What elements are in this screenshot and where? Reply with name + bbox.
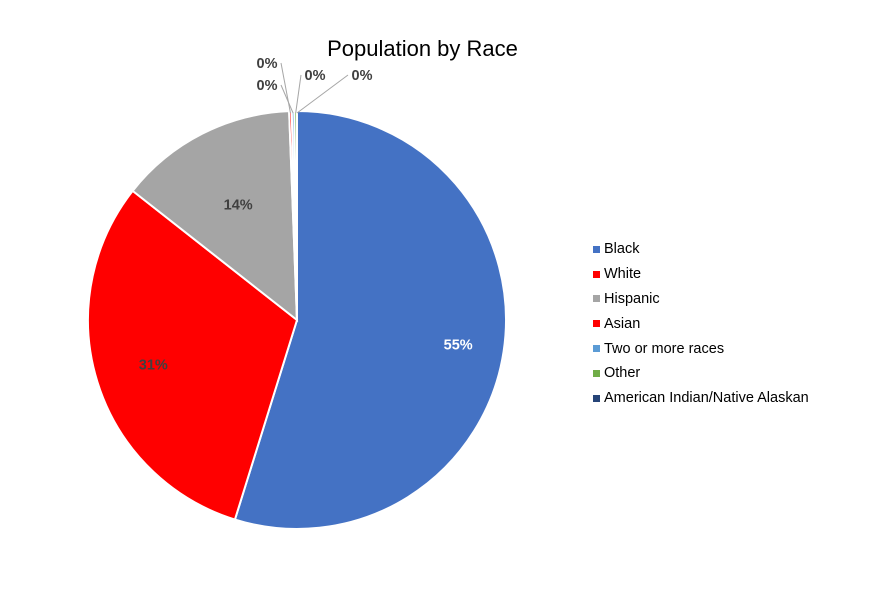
slice-black xyxy=(233,109,507,530)
leader-line-american-indian-native-alaskan xyxy=(296,74,349,114)
legend-swatch xyxy=(593,345,600,353)
legend-item-other: Other xyxy=(593,361,809,386)
legend-item-two-or-more-races: Two or more races xyxy=(593,336,809,361)
legend-swatch xyxy=(593,295,600,303)
legend-label: Asian xyxy=(604,315,641,332)
leader-line-other xyxy=(295,74,302,114)
legend-item-hispanic: Hispanic xyxy=(593,287,809,312)
leader-line-two-or-more-races xyxy=(280,84,294,114)
legend-swatch xyxy=(593,270,600,278)
legend-label: Hispanic xyxy=(604,290,660,307)
legend-item-asian: Asian xyxy=(593,311,809,336)
legend-label: Other xyxy=(604,365,641,382)
data-label-black: 55% xyxy=(444,337,473,353)
data-label-american-indian-native-alaskan: 0% xyxy=(352,68,373,84)
slice-hispanic xyxy=(131,110,299,323)
chart-title: Population by Race xyxy=(327,36,518,61)
data-label-two-or-more-races: 0% xyxy=(257,78,278,94)
legend-item-black: Black xyxy=(593,237,809,262)
data-label-other: 0% xyxy=(305,68,326,84)
legend-swatch xyxy=(593,245,600,253)
legend-swatch xyxy=(593,369,600,377)
legend-swatch xyxy=(593,394,600,402)
legend-label: White xyxy=(604,266,642,283)
legend-label: Two or more races xyxy=(604,340,725,357)
data-label-hispanic: 14% xyxy=(224,198,253,214)
leader-lines xyxy=(280,62,349,114)
legend-label: American Indian/Native Alaskan xyxy=(604,390,809,407)
data-label-white: 31% xyxy=(139,358,168,374)
data-label-asian: 0% xyxy=(257,56,278,72)
legend-swatch xyxy=(593,320,600,328)
legend-label: Black xyxy=(604,241,640,258)
legend: Black White Hispanic Asian Two or more races… xyxy=(593,237,809,411)
leader-line-asian xyxy=(280,62,291,114)
pie-slices xyxy=(87,109,507,530)
slice-white xyxy=(87,189,299,521)
data-labels: 55% 31% 14% 0% 0% 0% 0% xyxy=(139,56,473,374)
legend-item-american-indian-native-alaskan: American Indian/Native Alaskan xyxy=(593,386,809,411)
legend-item-white: White xyxy=(593,262,809,287)
